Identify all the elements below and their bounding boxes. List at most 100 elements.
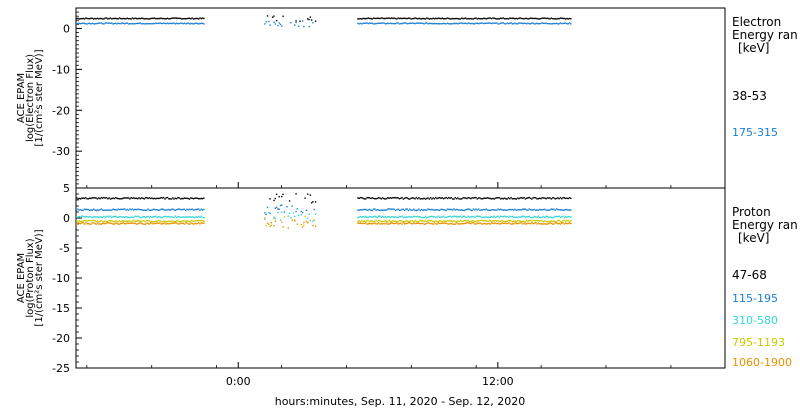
proton-data-point (476, 209, 479, 211)
proton-data-point (544, 208, 546, 210)
proton-data-point (535, 209, 537, 212)
proton-data-point (398, 198, 401, 200)
electron-data-point (175, 22, 178, 25)
proton-data-point (201, 216, 204, 219)
proton-data-point (379, 209, 381, 212)
proton-data-point (147, 215, 149, 218)
proton-series-115-195 (76, 204, 572, 216)
proton-data-point (479, 219, 481, 222)
proton-data-point (187, 223, 190, 225)
electron-data-point (361, 23, 363, 25)
proton-data-point (85, 219, 87, 222)
electron-data-point (477, 23, 480, 25)
proton-data-point (368, 197, 371, 199)
electron-data-point (134, 22, 136, 25)
proton-data-point (170, 222, 173, 225)
proton-data-point (503, 222, 506, 225)
proton-legend-entry-1060-1900: 1060-1900 (732, 356, 792, 369)
proton-data-point (152, 216, 154, 218)
proton-data-point (95, 209, 97, 212)
proton-data-point (196, 222, 199, 225)
electron-data-point (101, 23, 104, 25)
proton-data-point (103, 220, 105, 223)
electron-data-point (190, 22, 192, 25)
proton-data-point (424, 215, 427, 218)
proton-data-point (121, 216, 123, 219)
electron-data-point (440, 23, 442, 25)
proton-data-point (554, 198, 556, 200)
proton-data-point (361, 209, 363, 211)
electron-data-point (393, 17, 395, 19)
proton-data-point (304, 215, 306, 218)
proton-data-point (564, 208, 567, 211)
proton-data-point (449, 222, 451, 225)
proton-data-point (439, 196, 441, 199)
proton-data-point (278, 208, 280, 210)
proton-data-point (463, 197, 466, 199)
electron-data-point (273, 15, 275, 17)
proton-data-point (471, 216, 473, 218)
proton-data-point (363, 220, 366, 222)
electron-data-point (471, 22, 473, 25)
proton-data-point (528, 219, 530, 222)
electron-data-point (416, 18, 419, 20)
proton-data-point (109, 220, 112, 222)
electron-data-point (555, 18, 558, 20)
proton-data-point (77, 198, 79, 200)
proton-data-point (546, 209, 549, 211)
electron-data-point (378, 22, 380, 24)
proton-data-point (450, 197, 453, 199)
electron-data-point (397, 17, 399, 19)
proton-data-point (401, 208, 403, 210)
electron-data-point (359, 18, 362, 20)
electron-data-point (538, 22, 541, 25)
proton-data-point (183, 220, 186, 222)
electron-data-point (527, 18, 529, 20)
proton-data-point (374, 222, 376, 224)
electron-data-point (529, 17, 532, 19)
proton-data-point (95, 220, 97, 223)
electron-data-point (200, 17, 203, 20)
proton-data-point (551, 220, 554, 223)
proton-data-point (446, 216, 449, 218)
proton-data-point (86, 215, 88, 218)
proton-data-point (548, 222, 550, 225)
proton-data-point (390, 216, 393, 218)
proton-data-point (511, 198, 514, 200)
proton-data-point (464, 219, 467, 222)
proton-data-point (497, 208, 499, 210)
proton-data-point (164, 222, 166, 224)
proton-data-point (449, 215, 451, 217)
proton-data-point (557, 208, 559, 211)
proton-data-point (104, 220, 106, 222)
proton-data-point (182, 197, 184, 200)
electron-data-point (161, 22, 164, 25)
proton-data-point (472, 197, 475, 199)
proton-data-point (522, 223, 524, 225)
proton-data-point (477, 208, 480, 210)
proton-data-point (515, 198, 517, 200)
proton-legend: Proton Energy ran [keV] (732, 206, 798, 245)
electron-data-point (503, 18, 506, 20)
proton-data-point (192, 220, 195, 222)
proton-data-point (398, 222, 401, 225)
proton-data-point (506, 215, 508, 218)
proton-data-point (81, 197, 83, 199)
proton-data-point (470, 220, 472, 223)
proton-data-point (76, 223, 78, 225)
proton-legend-entry-310-580: 310-580 (732, 314, 778, 327)
proton-data-point (555, 208, 558, 210)
proton-data-point (536, 198, 538, 200)
electron-data-point (85, 17, 87, 19)
electron-data-point (431, 22, 433, 25)
proton-data-point (432, 197, 434, 199)
proton-data-point (138, 197, 140, 199)
electron-data-point (98, 22, 100, 24)
proton-data-point (126, 220, 129, 223)
proton-data-point (524, 208, 527, 210)
electron-data-point (370, 22, 372, 24)
proton-data-point (546, 223, 549, 225)
electron-data-point (279, 23, 282, 26)
electron-data-point (427, 23, 429, 25)
electron-data-point (374, 17, 376, 20)
